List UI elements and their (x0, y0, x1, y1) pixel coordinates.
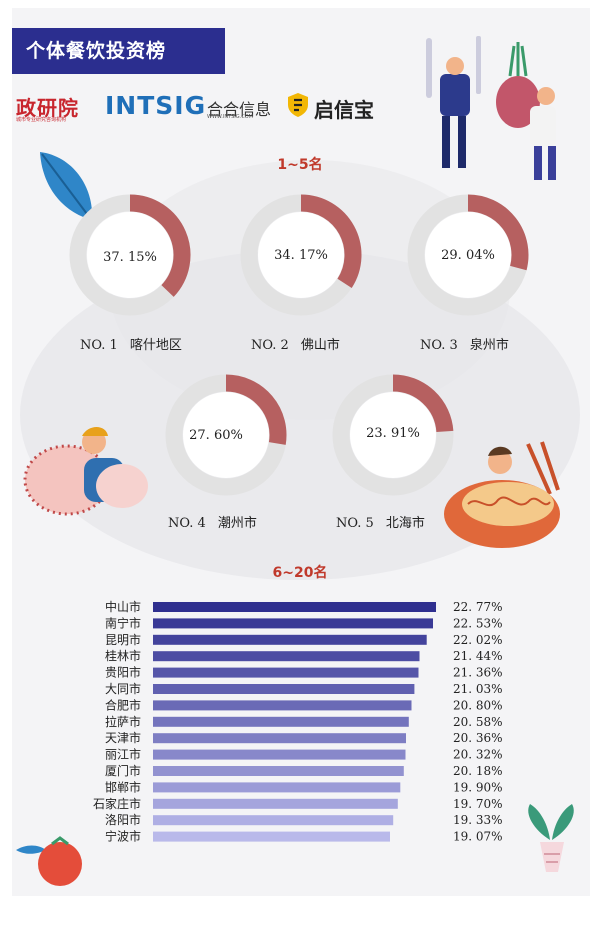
noodle-bowl-illustration-icon (444, 441, 560, 548)
category-label: 大同市 (105, 681, 141, 696)
page-title: 个体餐饮投资榜 (12, 28, 225, 74)
donut-value-1: 37. 15% (103, 250, 157, 265)
donut-value-3: 29. 04% (441, 248, 495, 263)
donut-center (425, 212, 511, 298)
radish-icon (528, 804, 574, 872)
value-label: 20. 58% (453, 715, 503, 729)
category-label: 中山市 (105, 599, 141, 614)
donut-chart-5 (332, 374, 454, 496)
qixinbao-shield-icon (288, 93, 308, 117)
donut-chart-4 (165, 374, 287, 496)
donut-arc (467, 194, 529, 271)
donut-label-3: NO. 3 泉州市 (420, 334, 509, 353)
donut-value-5: 23. 91% (366, 426, 420, 441)
donut-arc (129, 194, 191, 297)
donut-center (87, 212, 173, 298)
value-label: 19. 33% (453, 813, 503, 827)
category-label: 天津市 (105, 730, 141, 745)
donut-arc (300, 194, 362, 288)
bar (153, 831, 390, 842)
donut-chart-2 (240, 194, 362, 316)
value-label: 22. 02% (453, 633, 503, 647)
donut-center (258, 212, 344, 298)
value-label: 21. 36% (453, 666, 503, 680)
value-label: 21. 03% (453, 682, 503, 696)
category-label: 桂林市 (105, 648, 141, 663)
value-label: 20. 32% (453, 748, 503, 762)
rank-label: NO. 4 (168, 516, 206, 531)
tomato-icon (16, 836, 82, 886)
bar (153, 651, 420, 662)
value-label: 22. 77% (453, 600, 503, 614)
category-label: 邯郸市 (105, 779, 141, 794)
donut-label-1: NO. 1 喀什地区 (80, 334, 182, 353)
city-label: 喀什地区 (129, 338, 182, 353)
eating-person-illustration-icon (23, 427, 148, 516)
donut-center (183, 392, 269, 478)
bar (153, 618, 433, 629)
rank-label: NO. 2 (251, 338, 289, 353)
donut-label-4: NO. 4 潮州市 (168, 512, 257, 531)
value-label: 20. 18% (453, 764, 503, 778)
zhengyan-logo-subtitle: 城市专业研究咨询机构 (16, 117, 67, 123)
category-label: 丽江市 (105, 747, 141, 762)
zhengyan-logo: 政研院 (16, 96, 79, 120)
donut-arc (225, 374, 287, 445)
city-label: 泉州市 (469, 338, 509, 353)
value-label: 19. 07% (453, 830, 503, 844)
bar (153, 700, 412, 711)
donut-value-2: 34. 17% (274, 248, 328, 263)
bar (153, 815, 394, 826)
rank-label: NO. 5 (336, 516, 374, 531)
bar (153, 749, 406, 760)
leaf-icon (40, 152, 93, 220)
category-label: 宁波市 (105, 829, 141, 844)
category-label: 贵阳市 (105, 665, 141, 680)
section-title-top5: 1~5名 (277, 157, 323, 173)
donut-chart-1 (69, 194, 191, 316)
rank-label: NO. 1 (80, 338, 118, 353)
donut-arc (392, 374, 454, 433)
qixinbao-logo: 启信宝 (314, 98, 374, 122)
bar (153, 716, 409, 727)
value-label: 20. 80% (453, 698, 503, 712)
intsig-logo: INTSIG (105, 91, 207, 120)
value-label: 19. 90% (453, 780, 503, 794)
donut-chart-3 (407, 194, 529, 316)
donut-value-4: 27. 60% (189, 428, 243, 443)
city-label: 潮州市 (217, 516, 257, 531)
section-title-rest: 6~20名 (272, 565, 328, 581)
category-label: 洛阳市 (105, 812, 141, 827)
chefs-illustration-icon (426, 36, 556, 180)
bar (153, 798, 398, 809)
bar (153, 684, 415, 694)
category-label: 厦门市 (105, 763, 141, 778)
ranking-bar-chart: 中山市 22. 77% 南宁市 22. 53% 昆明市 22. 02% 桂林市 21. 44%… (93, 599, 503, 844)
bar (153, 782, 401, 793)
category-label: 石家庄市 (93, 796, 141, 811)
category-label: 合肥市 (105, 697, 141, 712)
value-label: 19. 70% (453, 797, 503, 811)
bar (153, 766, 404, 776)
category-label: 拉萨市 (105, 714, 141, 729)
rank-label: NO. 3 (420, 338, 458, 353)
value-label: 20. 36% (453, 731, 503, 745)
value-label: 21. 44% (453, 649, 503, 663)
hehe-logo-url: WWW.INTSIG.COM (207, 114, 253, 120)
hehe-logo: 合合信息 (207, 100, 272, 119)
value-label: 22. 53% (453, 616, 503, 630)
bar (153, 667, 419, 678)
city-label: 佛山市 (300, 338, 340, 353)
donut-label-5: NO. 5 北海市 (336, 512, 425, 531)
donut-label-2: NO. 2 佛山市 (251, 334, 340, 353)
category-label: 南宁市 (105, 615, 141, 630)
bar (153, 733, 406, 744)
category-label: 昆明市 (105, 632, 141, 647)
bar (153, 634, 427, 645)
city-label: 北海市 (385, 516, 425, 531)
bar (153, 602, 436, 612)
donut-center (350, 392, 436, 478)
